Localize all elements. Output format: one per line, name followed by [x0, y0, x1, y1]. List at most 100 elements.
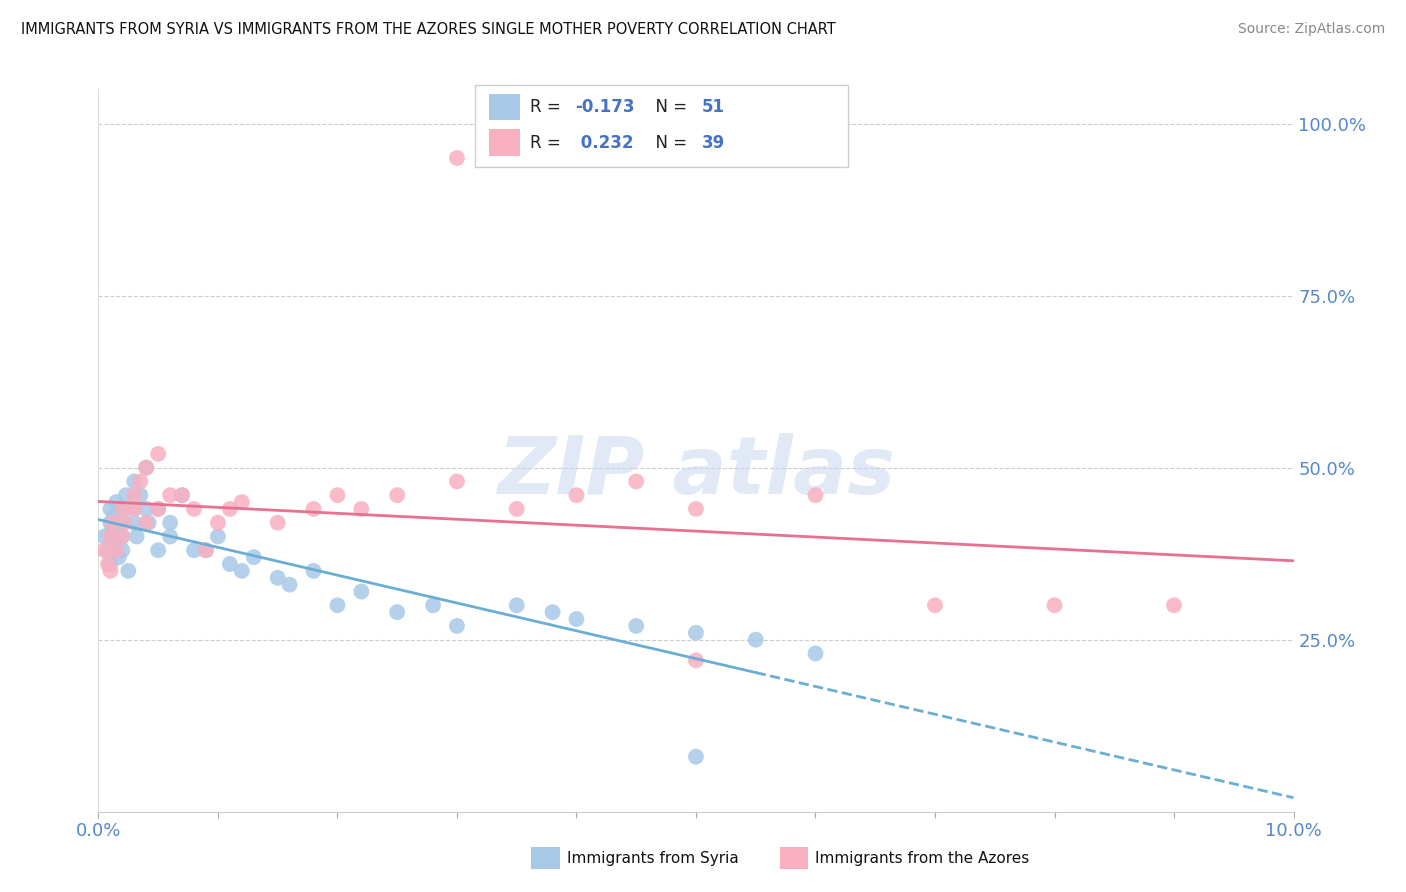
- Point: [565, 612, 588, 626]
- Point: [93, 543, 115, 558]
- Point: [685, 502, 707, 516]
- Point: [302, 564, 325, 578]
- Point: [506, 502, 529, 516]
- Point: [111, 516, 134, 530]
- Point: [148, 502, 170, 516]
- Point: [326, 488, 349, 502]
- Text: 39: 39: [702, 134, 725, 152]
- Text: Source: ZipAtlas.com: Source: ZipAtlas.com: [1237, 22, 1385, 37]
- Point: [129, 488, 152, 502]
- Point: [231, 564, 253, 578]
- Point: [107, 550, 129, 565]
- Text: R =: R =: [530, 134, 567, 152]
- Point: [124, 502, 146, 516]
- Point: [111, 529, 134, 543]
- Point: [685, 625, 707, 640]
- Point: [159, 516, 181, 530]
- Point: [243, 550, 266, 565]
- Point: [685, 749, 707, 764]
- Point: [745, 632, 768, 647]
- Point: [183, 502, 205, 516]
- Point: [207, 529, 229, 543]
- Point: [446, 475, 468, 489]
- Point: [172, 488, 194, 502]
- Point: [103, 508, 125, 523]
- Point: [219, 557, 242, 571]
- Text: N =: N =: [645, 134, 693, 152]
- Point: [219, 502, 242, 516]
- Point: [685, 653, 707, 667]
- Point: [101, 516, 124, 530]
- Point: [101, 523, 124, 537]
- Point: [97, 543, 120, 558]
- Point: [111, 543, 134, 558]
- Text: IMMIGRANTS FROM SYRIA VS IMMIGRANTS FROM THE AZORES SINGLE MOTHER POVERTY CORREL: IMMIGRANTS FROM SYRIA VS IMMIGRANTS FROM…: [21, 22, 835, 37]
- Point: [111, 529, 134, 543]
- Point: [148, 543, 170, 558]
- Text: Immigrants from Syria: Immigrants from Syria: [567, 851, 738, 865]
- Point: [97, 557, 120, 571]
- Point: [114, 502, 136, 516]
- Point: [105, 543, 128, 558]
- Point: [385, 605, 409, 619]
- Text: R =: R =: [530, 98, 567, 116]
- Point: [98, 529, 122, 543]
- Point: [125, 529, 148, 543]
- Point: [302, 502, 325, 516]
- Point: [385, 488, 409, 502]
- Point: [124, 516, 146, 530]
- Point: [804, 488, 827, 502]
- Text: -0.173: -0.173: [575, 98, 634, 116]
- Point: [541, 605, 564, 619]
- Text: Immigrants from the Azores: Immigrants from the Azores: [815, 851, 1029, 865]
- Point: [804, 647, 827, 661]
- Point: [148, 502, 170, 516]
- Point: [93, 529, 115, 543]
- Point: [446, 151, 468, 165]
- Point: [278, 577, 301, 591]
- Point: [135, 516, 157, 530]
- Point: [105, 536, 128, 550]
- Point: [98, 502, 122, 516]
- Point: [326, 599, 349, 613]
- Point: [98, 564, 122, 578]
- Text: 51: 51: [702, 98, 724, 116]
- Point: [135, 502, 157, 516]
- Point: [1163, 599, 1185, 613]
- Point: [115, 488, 138, 502]
- Point: [172, 488, 194, 502]
- Point: [129, 475, 152, 489]
- Point: [159, 529, 181, 543]
- Point: [98, 516, 122, 530]
- Point: [1043, 599, 1066, 613]
- Point: [135, 460, 157, 475]
- Point: [207, 516, 229, 530]
- Point: [195, 543, 218, 558]
- Point: [124, 488, 146, 502]
- Point: [117, 564, 139, 578]
- Point: [422, 599, 444, 613]
- Point: [124, 475, 146, 489]
- Point: [350, 502, 373, 516]
- Point: [924, 599, 946, 613]
- Point: [231, 495, 253, 509]
- Text: 0.232: 0.232: [575, 134, 634, 152]
- Text: ZIP atlas: ZIP atlas: [496, 434, 896, 511]
- Point: [124, 502, 146, 516]
- Point: [565, 488, 588, 502]
- Point: [138, 516, 160, 530]
- Point: [105, 495, 128, 509]
- Point: [446, 619, 468, 633]
- Point: [98, 557, 122, 571]
- Point: [111, 502, 134, 516]
- Point: [626, 619, 648, 633]
- Point: [148, 447, 170, 461]
- Point: [183, 543, 205, 558]
- Point: [626, 475, 648, 489]
- Point: [267, 516, 290, 530]
- Point: [267, 571, 290, 585]
- Text: N =: N =: [645, 98, 693, 116]
- Point: [506, 599, 529, 613]
- Point: [350, 584, 373, 599]
- Point: [135, 460, 157, 475]
